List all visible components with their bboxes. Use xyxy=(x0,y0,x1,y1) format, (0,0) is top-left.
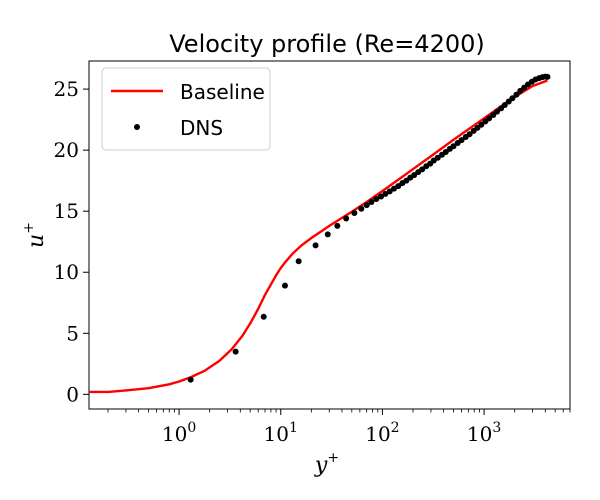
y-axis-label: u+ xyxy=(21,222,49,248)
chart-title: Velocity profile (Re=4200) xyxy=(169,30,485,58)
x-tick-label-2: 102 xyxy=(365,420,399,446)
dns-point-12 xyxy=(368,199,375,206)
x-tick-label-exp: 2 xyxy=(391,420,400,436)
y-tick-label-4: 20 xyxy=(54,138,79,162)
y-tick-label-0: 0 xyxy=(66,382,79,406)
dns-point-3 xyxy=(281,282,288,289)
y-axis-label-main: u xyxy=(24,234,49,248)
legend-baseline-label: Baseline xyxy=(180,80,265,104)
y-tick-label-5: 25 xyxy=(54,77,79,101)
x-tick-label-base: 10 xyxy=(365,422,390,446)
dns-point-34 xyxy=(458,137,465,144)
x-tick-label-exp: 0 xyxy=(187,420,196,436)
x-axis-label: y+ xyxy=(314,450,339,478)
dns-point-22 xyxy=(411,172,418,179)
x-tick-label-base: 10 xyxy=(467,422,492,446)
dns-point-24 xyxy=(419,166,426,173)
dns-point-47 xyxy=(509,95,516,102)
dns-point-9 xyxy=(351,210,358,217)
x-tick-label-base: 10 xyxy=(162,422,187,446)
y-tick-label-2: 10 xyxy=(54,260,79,284)
series-layer xyxy=(89,73,551,394)
y-tick-label-3: 15 xyxy=(54,199,79,223)
x-axis-label-sup: + xyxy=(327,450,339,466)
dns-point-32 xyxy=(450,143,457,150)
x-tick-label-exp: 3 xyxy=(492,420,501,436)
dns-point-6 xyxy=(324,231,331,238)
dns-point-48 xyxy=(513,91,520,98)
y-tick-label-1: 5 xyxy=(66,321,79,345)
x-axis-ticks: 100 101 102 103 xyxy=(107,409,571,446)
x-tick-label-1: 101 xyxy=(264,420,298,446)
dns-point-43 xyxy=(494,108,500,115)
dns-point-36 xyxy=(466,131,473,138)
dns-point-7 xyxy=(334,222,341,229)
legend-dns-label: DNS xyxy=(180,116,223,140)
dns-point-4 xyxy=(295,258,302,265)
x-tick-label-3: 103 xyxy=(467,420,501,446)
x-tick-label-exp: 1 xyxy=(289,420,298,436)
dns-point-45 xyxy=(501,101,508,108)
x-tick-label-base: 10 xyxy=(264,422,289,446)
dns-point-39 xyxy=(478,121,485,128)
dns-point-2 xyxy=(260,313,267,320)
legend-dns-swatch xyxy=(134,124,140,130)
y-axis-ticks: 0 5 10 15 20 25 xyxy=(54,77,89,406)
dns-point-11 xyxy=(363,202,370,209)
x-axis-label-main: y xyxy=(314,453,328,478)
dns-point-10 xyxy=(358,205,365,212)
dns-point-13 xyxy=(373,195,380,202)
dns-point-5 xyxy=(312,242,319,249)
x-tick-label-0: 100 xyxy=(162,420,196,446)
y-axis-label-sup: + xyxy=(21,222,37,234)
dns-point-57 xyxy=(544,73,551,80)
legend: Baseline DNS xyxy=(101,67,271,151)
dns-point-16 xyxy=(386,188,393,195)
dns-point-18 xyxy=(395,183,402,190)
dns-point-14 xyxy=(378,193,385,200)
dns-point-1 xyxy=(232,348,239,355)
legend-box xyxy=(101,67,271,151)
dns-point-0 xyxy=(187,376,194,383)
dns-point-41 xyxy=(486,115,493,122)
dns-point-8 xyxy=(343,215,350,222)
dns-point-28 xyxy=(434,154,441,161)
